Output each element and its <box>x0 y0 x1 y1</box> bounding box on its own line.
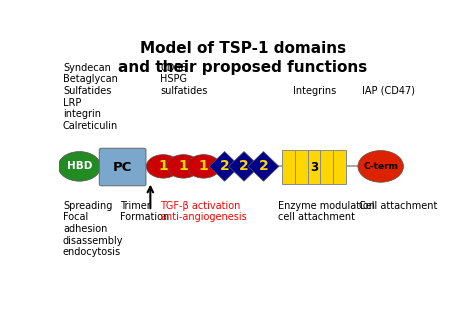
Circle shape <box>58 151 101 181</box>
Bar <box>333 150 346 184</box>
Bar <box>282 150 295 184</box>
Text: 1: 1 <box>179 159 188 173</box>
Text: HBD: HBD <box>67 161 92 171</box>
Text: Model of TSP-1 domains
and their proposed functions: Model of TSP-1 domains and their propose… <box>118 41 367 75</box>
Circle shape <box>146 155 180 178</box>
Polygon shape <box>248 151 279 181</box>
Text: 3: 3 <box>310 160 318 174</box>
Text: 2: 2 <box>219 159 229 173</box>
Text: 1: 1 <box>158 159 168 173</box>
Text: Cell attachment: Cell attachment <box>359 201 437 211</box>
Text: Enzyme modulation
cell attachment: Enzyme modulation cell attachment <box>278 201 375 222</box>
Text: 1: 1 <box>199 159 209 173</box>
Circle shape <box>358 150 403 182</box>
Text: C-term: C-term <box>363 162 398 171</box>
Text: Syndecan
Betaglycan
Sulfatides
LRP
integrin
Calreticulin: Syndecan Betaglycan Sulfatides LRP integ… <box>63 63 118 131</box>
Bar <box>295 150 308 184</box>
Polygon shape <box>228 151 259 181</box>
Text: Spreading
Focal
adhesion
disassembly
endocytosis: Spreading Focal adhesion disassembly end… <box>63 201 123 257</box>
Circle shape <box>166 155 201 178</box>
Text: IAP (CD47): IAP (CD47) <box>362 86 415 96</box>
Text: CD36
HSPG
sulfatides: CD36 HSPG sulfatides <box>160 63 208 96</box>
Text: Integrins: Integrins <box>292 86 336 96</box>
Bar <box>308 150 320 184</box>
FancyBboxPatch shape <box>99 148 146 186</box>
Text: TGF-β activation
anti-angiogenesis: TGF-β activation anti-angiogenesis <box>160 201 247 222</box>
Polygon shape <box>209 151 240 181</box>
Text: PC: PC <box>113 160 132 174</box>
Text: 2: 2 <box>259 159 268 173</box>
Text: 2: 2 <box>239 159 249 173</box>
Bar <box>320 150 333 184</box>
Circle shape <box>187 155 220 178</box>
Text: Trimer
Formation: Trimer Formation <box>120 201 169 222</box>
